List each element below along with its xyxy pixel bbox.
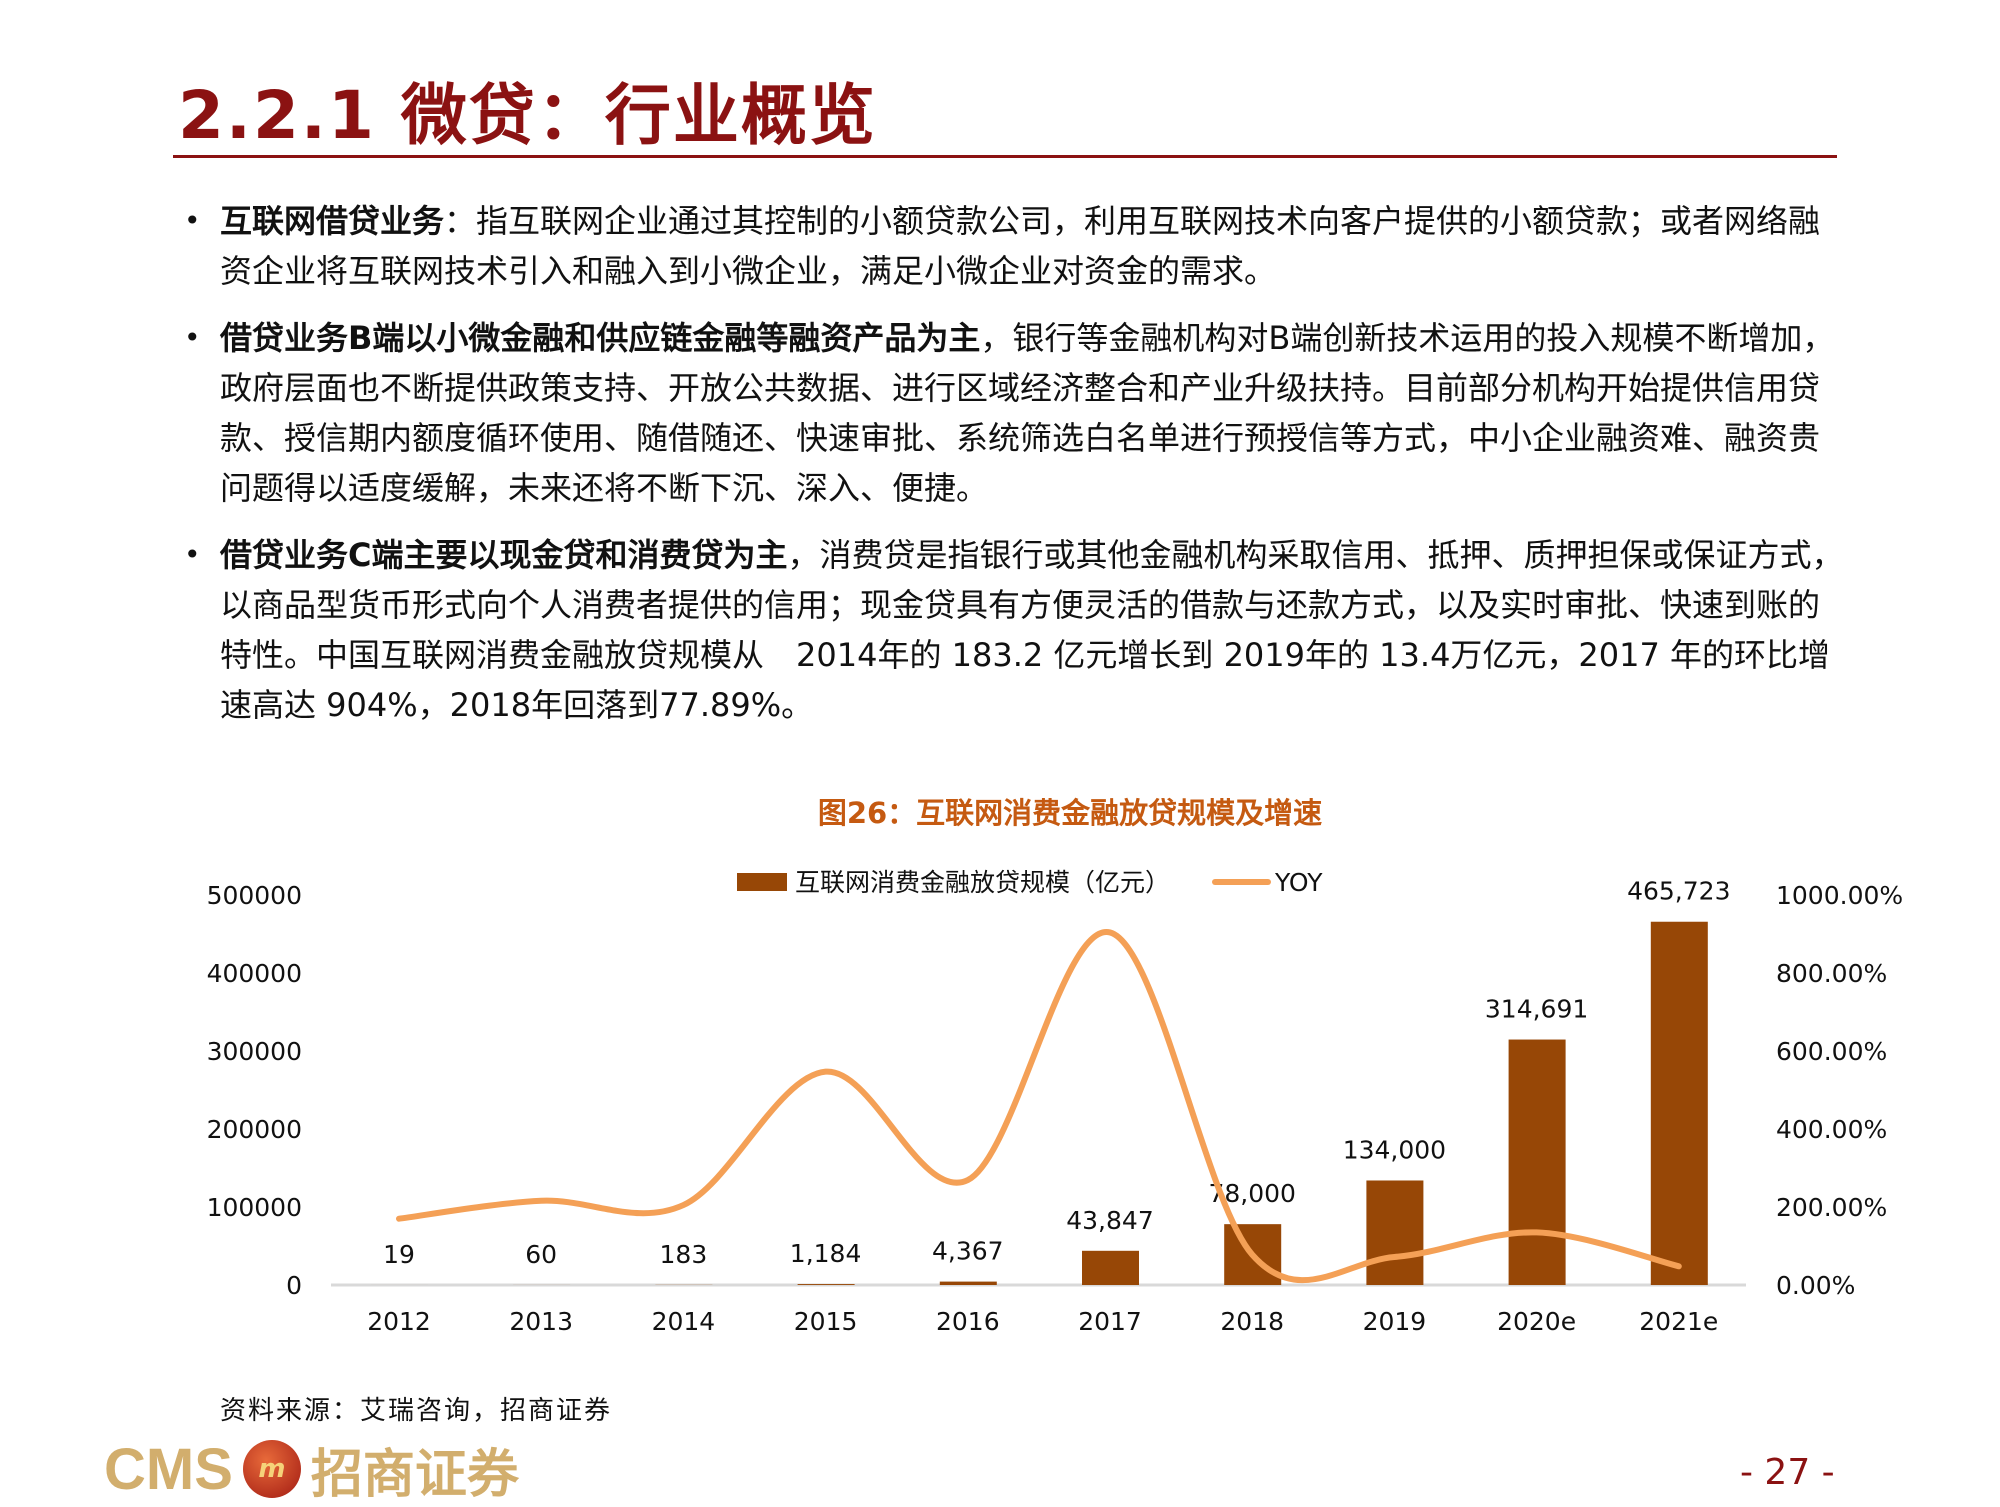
left-axis-tick: 400000 xyxy=(207,959,302,988)
x-axis-tick: 2013 xyxy=(509,1307,573,1336)
x-axis-tick: 2018 xyxy=(1220,1307,1284,1336)
x-axis-tick: 2014 xyxy=(652,1307,716,1336)
bar-data-label: 183 xyxy=(660,1240,708,1269)
bar-data-label: 134,000 xyxy=(1343,1135,1446,1164)
left-axis-tick: 500000 xyxy=(207,881,302,910)
right-axis-tick: 200.00% xyxy=(1776,1193,1887,1222)
bar-data-label: 1,184 xyxy=(790,1239,862,1268)
bar-data-label: 465,723 xyxy=(1627,877,1730,906)
bar-data-label: 43,847 xyxy=(1066,1206,1153,1235)
left-axis-tick: 0 xyxy=(286,1271,302,1300)
logo-emblem-icon: m xyxy=(243,1440,301,1498)
left-axis-tick: 100000 xyxy=(207,1193,302,1222)
bar xyxy=(798,1284,855,1285)
bar-data-label: 19 xyxy=(383,1240,415,1269)
legend-swatch-bar xyxy=(737,873,787,891)
right-axis-tick: 0.00% xyxy=(1776,1271,1855,1300)
legend-label-bar: 互联网消费金融放贷规模（亿元） xyxy=(795,868,1170,897)
x-axis-tick: 2015 xyxy=(794,1307,858,1336)
x-axis-tick: 2020e xyxy=(1497,1307,1576,1336)
x-axis-tick: 2016 xyxy=(936,1307,1000,1336)
x-axis-tick: 2021e xyxy=(1639,1307,1718,1336)
bar-data-label: 314,691 xyxy=(1485,995,1588,1024)
bar-data-label: 60 xyxy=(525,1240,557,1269)
left-axis-tick: 300000 xyxy=(207,1037,302,1066)
bar xyxy=(940,1282,997,1285)
source-note: 资料来源：艾瑞咨询，招商证券 xyxy=(220,1390,612,1427)
page-number: - 27 - xyxy=(1740,1452,1835,1493)
right-axis-tick: 1000.00% xyxy=(1776,881,1903,910)
right-axis-tick: 400.00% xyxy=(1776,1115,1887,1144)
bar-data-label: 4,367 xyxy=(932,1237,1004,1266)
bar xyxy=(1082,1251,1139,1285)
x-axis-tick: 2017 xyxy=(1078,1307,1142,1336)
bar xyxy=(1651,922,1708,1285)
right-axis-tick: 800.00% xyxy=(1776,959,1887,988)
left-axis-tick: 200000 xyxy=(207,1115,302,1144)
bar xyxy=(1366,1180,1423,1285)
x-axis-tick: 2012 xyxy=(367,1307,431,1336)
right-axis-tick: 600.00% xyxy=(1776,1037,1887,1066)
legend-label-line: YOY xyxy=(1274,868,1323,897)
yoy-line xyxy=(399,932,1679,1280)
x-axis-tick: 2019 xyxy=(1363,1307,1427,1336)
bar xyxy=(1509,1040,1566,1285)
